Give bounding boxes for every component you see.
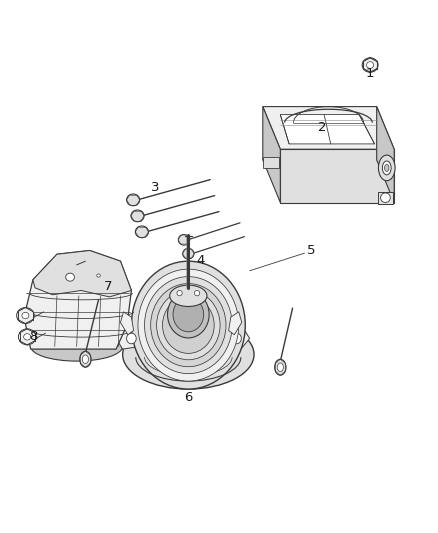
Ellipse shape	[183, 248, 194, 259]
Text: 5: 5	[307, 244, 315, 257]
Ellipse shape	[382, 161, 391, 175]
Ellipse shape	[157, 290, 220, 360]
Polygon shape	[33, 251, 131, 297]
Ellipse shape	[385, 164, 389, 172]
Ellipse shape	[194, 290, 200, 296]
Ellipse shape	[22, 312, 29, 319]
Polygon shape	[263, 157, 279, 168]
Ellipse shape	[123, 320, 254, 389]
Ellipse shape	[232, 333, 241, 344]
Ellipse shape	[151, 284, 226, 367]
Polygon shape	[280, 149, 394, 203]
Polygon shape	[263, 107, 280, 203]
Ellipse shape	[97, 274, 100, 277]
Polygon shape	[116, 328, 140, 349]
Ellipse shape	[177, 290, 182, 296]
Polygon shape	[377, 107, 394, 203]
Polygon shape	[378, 192, 393, 204]
Ellipse shape	[275, 359, 286, 375]
Polygon shape	[120, 312, 134, 335]
Text: 7: 7	[104, 280, 113, 293]
Ellipse shape	[277, 363, 283, 372]
Ellipse shape	[362, 58, 378, 72]
Ellipse shape	[24, 334, 31, 340]
Ellipse shape	[135, 226, 148, 238]
Polygon shape	[24, 251, 131, 349]
Polygon shape	[263, 107, 394, 149]
Ellipse shape	[167, 291, 209, 338]
Text: 1: 1	[366, 67, 374, 80]
Polygon shape	[177, 358, 199, 376]
Ellipse shape	[162, 297, 214, 353]
Ellipse shape	[80, 351, 91, 367]
Text: 3: 3	[151, 181, 160, 194]
Ellipse shape	[18, 329, 36, 345]
Ellipse shape	[127, 194, 140, 206]
Text: 2: 2	[318, 122, 326, 134]
Ellipse shape	[31, 332, 123, 361]
Ellipse shape	[131, 210, 144, 222]
Text: 8: 8	[28, 330, 37, 343]
Ellipse shape	[66, 273, 74, 281]
Polygon shape	[280, 115, 374, 144]
Ellipse shape	[138, 269, 239, 381]
Ellipse shape	[127, 333, 136, 344]
Polygon shape	[228, 328, 250, 349]
Polygon shape	[229, 312, 242, 335]
Text: 4: 4	[196, 254, 205, 266]
Ellipse shape	[82, 355, 88, 364]
Ellipse shape	[367, 62, 374, 68]
Ellipse shape	[170, 285, 207, 306]
Ellipse shape	[131, 261, 245, 389]
Ellipse shape	[178, 235, 190, 245]
Ellipse shape	[378, 155, 395, 181]
Ellipse shape	[145, 277, 232, 374]
Ellipse shape	[17, 308, 34, 324]
Ellipse shape	[173, 297, 204, 332]
Ellipse shape	[381, 193, 390, 203]
Text: 6: 6	[184, 391, 193, 403]
